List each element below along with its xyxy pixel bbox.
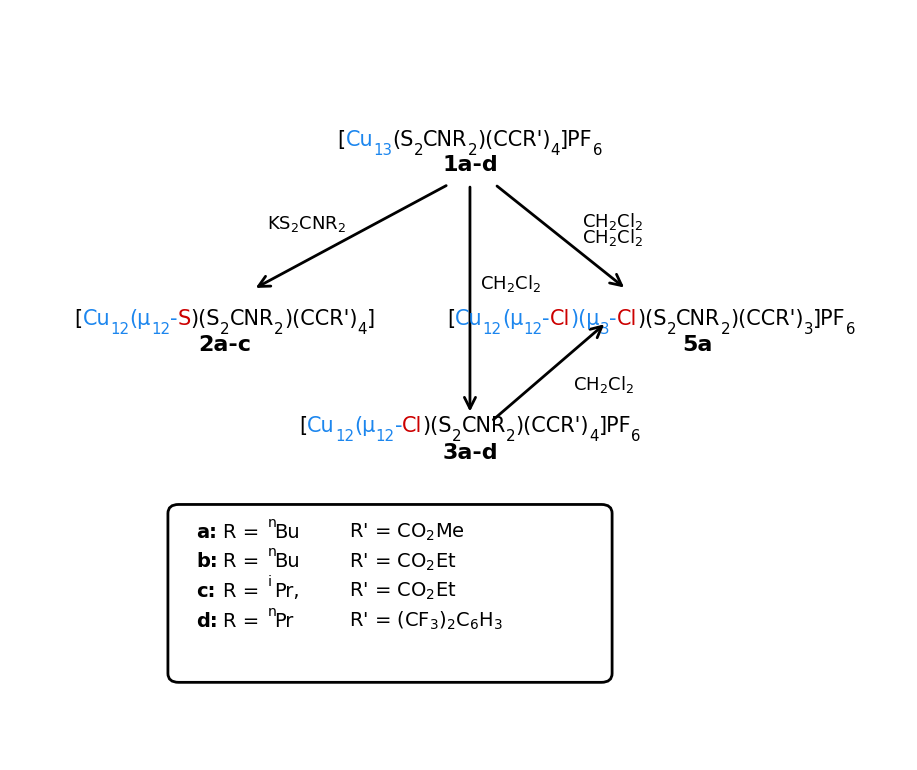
Text: CH$_2$Cl$_2$: CH$_2$Cl$_2$ bbox=[582, 227, 644, 248]
Text: 6: 6 bbox=[631, 430, 641, 444]
Text: )(CCR'): )(CCR') bbox=[730, 309, 803, 329]
Text: (μ: (μ bbox=[129, 309, 150, 329]
Text: c:: c: bbox=[196, 582, 215, 601]
Text: [: [ bbox=[299, 417, 307, 436]
Text: (S: (S bbox=[392, 130, 414, 150]
Text: Cu: Cu bbox=[307, 417, 335, 436]
Text: CNR: CNR bbox=[230, 309, 274, 329]
Text: 13: 13 bbox=[373, 143, 392, 158]
Text: -: - bbox=[542, 309, 550, 329]
Text: R =: R = bbox=[224, 553, 266, 571]
Text: -: - bbox=[609, 309, 617, 329]
Text: ]PF: ]PF bbox=[599, 417, 631, 436]
Text: -: - bbox=[394, 417, 402, 436]
Text: KS$_2$CNR$_2$: KS$_2$CNR$_2$ bbox=[267, 214, 346, 234]
Text: )(S: )(S bbox=[637, 309, 667, 329]
Text: CH$_2$Cl$_2$: CH$_2$Cl$_2$ bbox=[480, 273, 541, 294]
Text: n: n bbox=[268, 545, 276, 560]
Text: Cu: Cu bbox=[83, 309, 110, 329]
Text: CNR: CNR bbox=[424, 130, 468, 150]
Text: )(CCR'): )(CCR') bbox=[515, 417, 589, 436]
Text: Cl: Cl bbox=[550, 309, 570, 329]
Text: R' = CO$_2$Et: R' = CO$_2$Et bbox=[349, 551, 457, 573]
Text: d:: d: bbox=[196, 612, 218, 631]
Text: 2: 2 bbox=[452, 430, 461, 444]
Text: -: - bbox=[170, 309, 178, 329]
Text: R' = CO$_2$Me: R' = CO$_2$Me bbox=[349, 522, 465, 543]
Text: 2a-c: 2a-c bbox=[198, 335, 251, 355]
Text: R =: R = bbox=[224, 523, 266, 542]
Text: Cl: Cl bbox=[402, 417, 423, 436]
Text: CH$_2$Cl$_2$: CH$_2$Cl$_2$ bbox=[582, 211, 644, 232]
Text: i: i bbox=[268, 575, 271, 589]
Text: 1a-d: 1a-d bbox=[442, 155, 498, 175]
Text: 12: 12 bbox=[335, 430, 354, 444]
Text: Pr,: Pr, bbox=[274, 582, 299, 601]
Text: 4: 4 bbox=[589, 430, 599, 444]
Text: 2: 2 bbox=[721, 322, 730, 337]
Text: )(CCR'): )(CCR') bbox=[284, 309, 358, 329]
Text: [: [ bbox=[337, 130, 346, 150]
Text: Bu: Bu bbox=[274, 523, 300, 542]
Text: 4: 4 bbox=[358, 322, 367, 337]
Text: 12: 12 bbox=[150, 322, 170, 337]
Text: 2: 2 bbox=[468, 143, 477, 158]
Text: a:: a: bbox=[196, 523, 217, 542]
Text: 6: 6 bbox=[845, 322, 856, 337]
Text: R' = (CF$_3$)$_2$C$_6$H$_3$: R' = (CF$_3$)$_2$C$_6$H$_3$ bbox=[349, 610, 503, 632]
Text: Cl: Cl bbox=[617, 309, 637, 329]
FancyBboxPatch shape bbox=[168, 504, 613, 682]
Text: 2: 2 bbox=[506, 430, 515, 444]
Text: [: [ bbox=[74, 309, 83, 329]
Text: )(S: )(S bbox=[423, 417, 452, 436]
Text: 2: 2 bbox=[414, 143, 424, 158]
Text: Cu: Cu bbox=[346, 130, 373, 150]
Text: )(μ: )(μ bbox=[570, 309, 600, 329]
Text: )(S: )(S bbox=[191, 309, 220, 329]
Text: )(CCR'): )(CCR') bbox=[477, 130, 551, 150]
Text: b:: b: bbox=[196, 553, 218, 571]
Text: CH$_2$Cl$_2$: CH$_2$Cl$_2$ bbox=[573, 373, 635, 394]
Text: (μ: (μ bbox=[354, 417, 375, 436]
Text: R' = CO$_2$Et: R' = CO$_2$Et bbox=[349, 581, 457, 602]
Text: Bu: Bu bbox=[274, 553, 300, 571]
Text: 12: 12 bbox=[110, 322, 129, 337]
Text: 3: 3 bbox=[600, 322, 609, 337]
Text: 12: 12 bbox=[375, 430, 394, 444]
Text: 3a-d: 3a-d bbox=[442, 443, 498, 463]
Text: Cu: Cu bbox=[455, 309, 482, 329]
Text: (μ: (μ bbox=[502, 309, 524, 329]
Text: R =: R = bbox=[224, 612, 266, 631]
Text: 12: 12 bbox=[524, 322, 542, 337]
Text: 2: 2 bbox=[220, 322, 230, 337]
Text: CNR: CNR bbox=[676, 309, 721, 329]
Text: ]: ] bbox=[367, 309, 375, 329]
Text: CNR: CNR bbox=[461, 417, 506, 436]
Text: R =: R = bbox=[224, 582, 266, 601]
Text: 2: 2 bbox=[274, 322, 284, 337]
Text: 6: 6 bbox=[593, 143, 602, 158]
Text: 2: 2 bbox=[667, 322, 676, 337]
Text: Pr: Pr bbox=[274, 612, 293, 631]
Text: 12: 12 bbox=[482, 322, 502, 337]
Text: S: S bbox=[178, 309, 191, 329]
Text: 3: 3 bbox=[803, 322, 813, 337]
Text: ]PF: ]PF bbox=[560, 130, 593, 150]
Text: n: n bbox=[268, 516, 276, 530]
Text: n: n bbox=[268, 604, 276, 619]
Text: 4: 4 bbox=[551, 143, 560, 158]
Text: [: [ bbox=[447, 309, 455, 329]
Text: 5a: 5a bbox=[682, 335, 713, 355]
Text: ]PF: ]PF bbox=[813, 309, 845, 329]
